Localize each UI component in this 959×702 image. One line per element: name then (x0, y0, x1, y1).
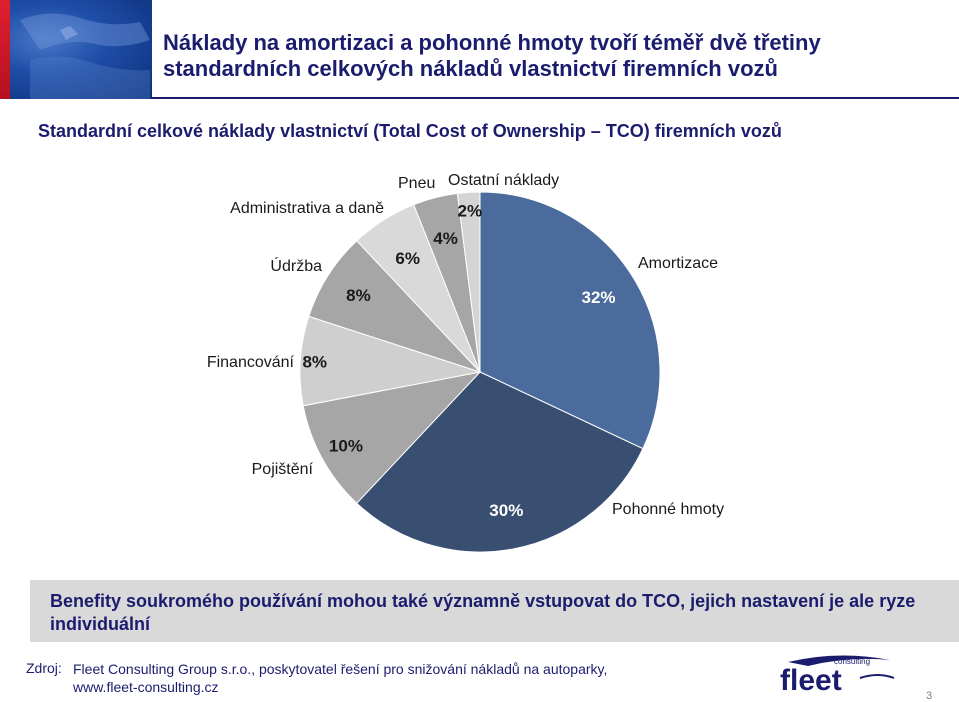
pie-percent-label: 8% (346, 286, 371, 305)
pie-category-label: Administrativa a daně (230, 200, 384, 217)
pie-slice-amortizace (479, 191, 661, 450)
benefit-box (30, 580, 959, 642)
page-number: 3 (926, 690, 933, 702)
benefit-text: Benefity soukromého používání mohou také… (50, 591, 916, 634)
pie-category-label: Ostatní náklady (448, 172, 559, 189)
pie-slice-pohonné-hmoty (356, 371, 644, 553)
pie-slice-pojištění (302, 371, 482, 504)
pie-percent-label: 32% (582, 288, 616, 307)
pie-category-label: Financování (207, 354, 295, 371)
pie-category-label: Amortizace (638, 255, 718, 272)
pie-percent-label: 10% (329, 437, 363, 456)
source-text: Fleet Consulting Group s.r.o., poskytova… (73, 661, 608, 695)
fleet-consulting-logo: consulting fleet (780, 655, 895, 694)
pie-chart: 32% Amortizace 30% Pohonné hmoty 10% Pojištěn… (207, 172, 724, 553)
pie-percent-label: 4% (433, 229, 458, 248)
pie-percent-label: 2% (458, 201, 483, 220)
pie-percent-label: 6% (395, 249, 420, 268)
world-map-icon (20, 13, 150, 99)
header-bar (0, 0, 959, 99)
header-red-strip (0, 0, 10, 99)
pie-category-label: Údržba (270, 256, 322, 275)
pie-slice-ostatní-náklady (456, 191, 481, 373)
source-label: Zdroj: (26, 660, 62, 676)
pie-slice-financování (299, 315, 481, 407)
pie-percent-label: 30% (489, 501, 523, 520)
header-divider (152, 97, 959, 99)
pie-slice-údržba (308, 240, 481, 373)
pie-category-label: Pohonné hmoty (612, 501, 724, 518)
pie-percent-label: 8% (302, 353, 327, 372)
pie-category-label: Pneu (398, 175, 435, 192)
chart-subtitle: Standardní celkové náklady vlastnictví (… (38, 121, 782, 141)
pie-category-label: Pojištění (252, 461, 314, 478)
logo-word: fleet (780, 664, 842, 694)
page-title: Náklady na amortizaci a pohonné hmoty tv… (163, 30, 821, 81)
logo-small-text: consulting (834, 657, 870, 666)
logo-underline (859, 674, 895, 679)
logo-swoosh (788, 655, 890, 666)
header-map-image (0, 0, 152, 99)
